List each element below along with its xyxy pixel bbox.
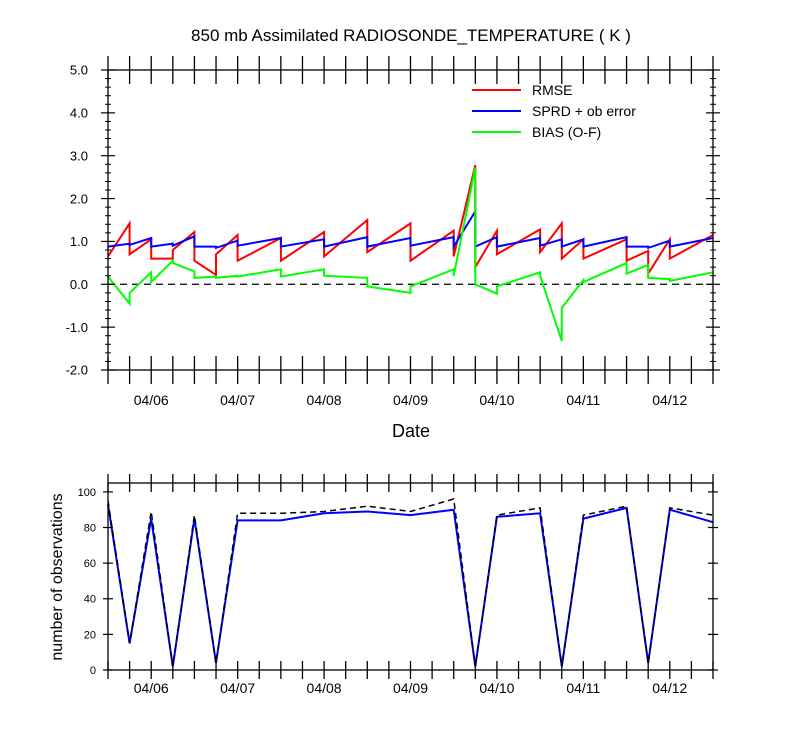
bottom-x-tick-labels: 04/06 04/07 04/08 04/09 04/10 04/11 04/12 [134,680,688,696]
y-tick-label: 0 [90,665,96,677]
series-line-sprd-ob-error [107,207,714,251]
y-tick-label: 20 [84,629,96,641]
x-tick-label: 04/09 [393,392,428,408]
x-tick-label: 04/12 [652,392,687,408]
bottom-axis-ticks [103,474,718,679]
y-tick-label: -2.0 [66,363,88,378]
series-line-possible [107,498,714,667]
legend-label: BIAS (O-F) [532,124,601,140]
y-tick-label: 4.0 [70,106,88,121]
x-tick-label: 04/07 [220,392,255,408]
series-line-used [107,504,714,667]
x-tick-label: 04/06 [134,392,169,408]
y-axis-label: number of observations [49,493,66,660]
y-tick-label: 0.0 [70,277,88,292]
bottom-series-lines [107,498,714,667]
legend-label: RMSE [532,82,572,98]
y-tick-label: 1.0 [70,234,88,249]
x-tick-label: 04/07 [220,680,255,696]
legend-label: SPRD + ob error [532,103,636,119]
chart-title: 850 mb Assimilated RADIOSONDE_TEMPERATUR… [191,26,631,45]
y-tick-label: -1.0 [66,320,88,335]
x-tick-label: 04/12 [652,680,687,696]
y-tick-label: 5.0 [70,63,88,78]
bottom-y-tick-labels: 100 80 60 40 20 0 [78,487,96,677]
x-tick-label: 04/06 [134,680,169,696]
y-tick-label: 100 [78,487,96,499]
y-tick-label: 3.0 [70,148,88,163]
series-line-rmse [107,164,714,278]
x-tick-label: 04/08 [307,680,342,696]
x-tick-label: 04/11 [566,680,600,696]
x-tick-label: 04/09 [393,680,428,696]
series-line-bias-o-f [107,167,714,342]
x-tick-label: 04/11 [566,392,600,408]
rmse-bias-chart: 850 mb Assimilated RADIOSONDE_TEMPERATUR… [66,26,720,441]
y-tick-label: 60 [84,558,96,570]
x-tick-label: 04/10 [479,392,514,408]
top-x-tick-labels: 04/06 04/07 04/08 04/09 04/10 04/11 04/12 [134,392,688,408]
x-tick-label: 04/10 [479,680,514,696]
top-y-tick-labels: 5.0 4.0 3.0 2.0 1.0 0.0 -1.0 -2.0 [66,63,88,378]
y-tick-label: 2.0 [70,191,88,206]
x-tick-label: 04/08 [307,392,342,408]
legend: RMSE SPRD + ob error BIAS (O-F) [472,82,636,140]
x-axis-label: Date [392,421,430,441]
y-tick-label: 40 [84,594,96,606]
top-series-lines [107,164,714,342]
y-tick-label: 80 [84,522,96,534]
top-axis-ticks [101,56,720,384]
